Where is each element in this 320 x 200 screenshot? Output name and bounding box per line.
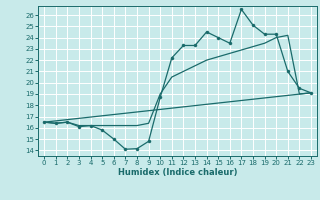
- X-axis label: Humidex (Indice chaleur): Humidex (Indice chaleur): [118, 168, 237, 177]
